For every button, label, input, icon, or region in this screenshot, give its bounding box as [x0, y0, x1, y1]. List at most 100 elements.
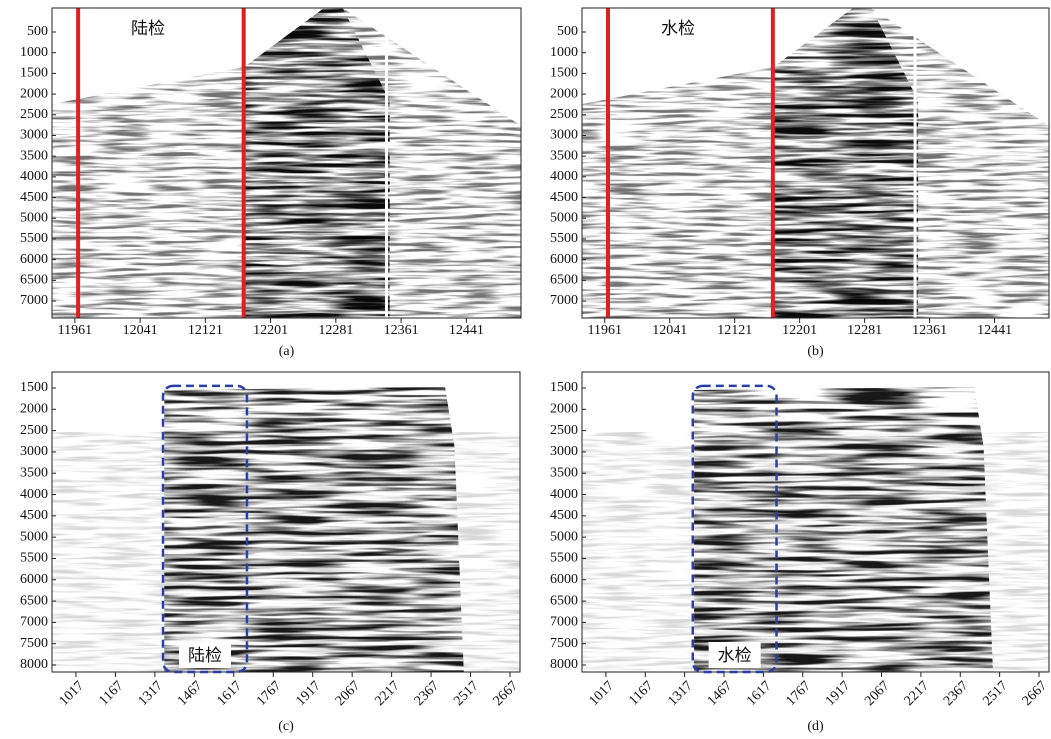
annotation: 陆检 — [188, 646, 222, 666]
y-tick-label: 7000 — [20, 293, 48, 308]
y-tick-label: 4000 — [20, 487, 48, 502]
annotation-bg — [708, 642, 761, 668]
x-tick-label: 12041 — [652, 323, 687, 338]
seismic-texture — [694, 387, 993, 672]
x-tick-label: 12201 — [782, 323, 817, 338]
y-tick-label: 4500 — [550, 508, 578, 523]
x-tick-label: 2217 — [372, 678, 402, 708]
x-tick-label: 12281 — [318, 323, 353, 338]
x-tick-label: 1167 — [96, 678, 126, 708]
panel: 1500 2000 2500 3000 3500 4000 4500 5000 5500 6000… — [20, 371, 521, 734]
x-tick-label: 1617 — [214, 678, 244, 708]
y-tick-label: 7500 — [550, 636, 578, 651]
x-tick-label: 1917 — [823, 678, 853, 708]
x-tick-label: 1617 — [744, 678, 774, 708]
x-tick-label: 1767 — [254, 678, 284, 708]
annotation-bg — [178, 642, 231, 668]
y-tick-label: 2000 — [20, 86, 48, 101]
y-tick-label: 2500 — [20, 423, 48, 438]
seismic-texture — [164, 387, 464, 672]
annotation: 陆检 — [131, 19, 165, 39]
x-tick-label: 12361 — [912, 323, 947, 338]
x-tick-label: 2517 — [980, 678, 1010, 708]
y-tick-label: 7000 — [20, 615, 48, 630]
x-tick-label: 2367 — [412, 678, 442, 708]
y-tick-label: 2000 — [550, 402, 578, 417]
annotation: 水检 — [718, 646, 752, 666]
y-tick-label: 3500 — [550, 465, 578, 480]
x-tick-label: 1767 — [783, 678, 813, 708]
x-tick-label: 12441 — [977, 323, 1012, 338]
panel: 500 1000 1500 2000 2500 3000 3500 4000 4500 5000 5… — [550, 7, 1050, 359]
x-tick-label: 12361 — [384, 323, 419, 338]
highlight-box — [691, 384, 778, 674]
y-tick-label: 5500 — [550, 231, 578, 246]
annotation: 水检 — [661, 19, 695, 39]
plot-frame — [51, 7, 522, 319]
x-tick-label: 1317 — [665, 678, 695, 708]
y-tick-label: 5500 — [20, 551, 48, 566]
x-tick-label: 2367 — [941, 678, 971, 708]
y-tick-label: 8000 — [20, 657, 48, 672]
highlight-box — [161, 384, 249, 674]
x-tick-label: 1017 — [587, 678, 617, 708]
y-tick-label: 4000 — [20, 169, 48, 184]
x-tick-label: 1917 — [293, 678, 323, 708]
plot-frame — [581, 7, 1050, 319]
caption: (a) — [279, 344, 295, 359]
y-tick-label: 6000 — [550, 252, 578, 267]
x-tick-label: 1467 — [705, 678, 735, 708]
y-tick-label: 2000 — [550, 86, 578, 101]
y-tick-label: 4000 — [550, 169, 578, 184]
y-tick-label: 500 — [27, 24, 48, 39]
annotation-bg — [654, 16, 702, 42]
x-tick-label: 2517 — [451, 678, 481, 708]
panel: 1500 2000 2500 3000 3500 4000 4500 5000 5500 6000… — [550, 371, 1050, 734]
y-tick-label: 5000 — [20, 529, 48, 544]
y-tick-label: 3000 — [20, 444, 48, 459]
x-tick-label: 2667 — [491, 678, 521, 708]
x-tick-label: 11961 — [587, 323, 621, 338]
y-tick-label: 3500 — [20, 148, 48, 163]
x-tick-label: 12041 — [123, 323, 158, 338]
y-tick-label: 6000 — [550, 572, 578, 587]
y-tick-label: 3000 — [550, 128, 578, 143]
x-tick-label: 12121 — [188, 323, 223, 338]
y-tick-label: 1000 — [20, 45, 48, 60]
y-tick-label: 6500 — [20, 273, 48, 288]
y-tick-label: 4500 — [20, 508, 48, 523]
x-tick-label: 1317 — [136, 678, 166, 708]
caption: (c) — [278, 719, 294, 734]
panel: 500 1000 1500 2000 2500 3000 3500 4000 4500 5000 5… — [20, 7, 522, 359]
y-tick-label: 6000 — [20, 252, 48, 267]
y-tick-label: 7000 — [550, 293, 578, 308]
y-tick-label: 3500 — [550, 148, 578, 163]
caption: (b) — [807, 344, 824, 359]
y-tick-label: 1500 — [20, 380, 48, 395]
x-tick-label: 12281 — [847, 323, 882, 338]
y-tick-label: 5000 — [550, 529, 578, 544]
y-tick-label: 4500 — [20, 190, 48, 205]
y-tick-label: 6500 — [550, 593, 578, 608]
y-tick-label: 2500 — [20, 107, 48, 122]
plot-frame — [51, 371, 521, 673]
y-tick-label: 2000 — [20, 402, 48, 417]
plot-area — [582, 387, 1049, 672]
y-tick-label: 8000 — [550, 657, 578, 672]
x-tick-label: 2667 — [1020, 678, 1050, 708]
x-tick-label: 2067 — [862, 678, 892, 708]
y-tick-label: 7000 — [550, 615, 578, 630]
plot-area — [52, 8, 521, 318]
x-tick-label: 1167 — [626, 678, 656, 708]
caption: (d) — [807, 719, 824, 734]
x-tick-label: 12441 — [449, 323, 484, 338]
y-tick-label: 5500 — [550, 551, 578, 566]
y-tick-label: 6500 — [550, 273, 578, 288]
trace-gap — [913, 8, 917, 318]
x-tick-label: 12121 — [717, 323, 752, 338]
y-tick-label: 6000 — [20, 572, 48, 587]
y-tick-label: 5500 — [20, 231, 48, 246]
y-tick-label: 1500 — [550, 66, 578, 81]
